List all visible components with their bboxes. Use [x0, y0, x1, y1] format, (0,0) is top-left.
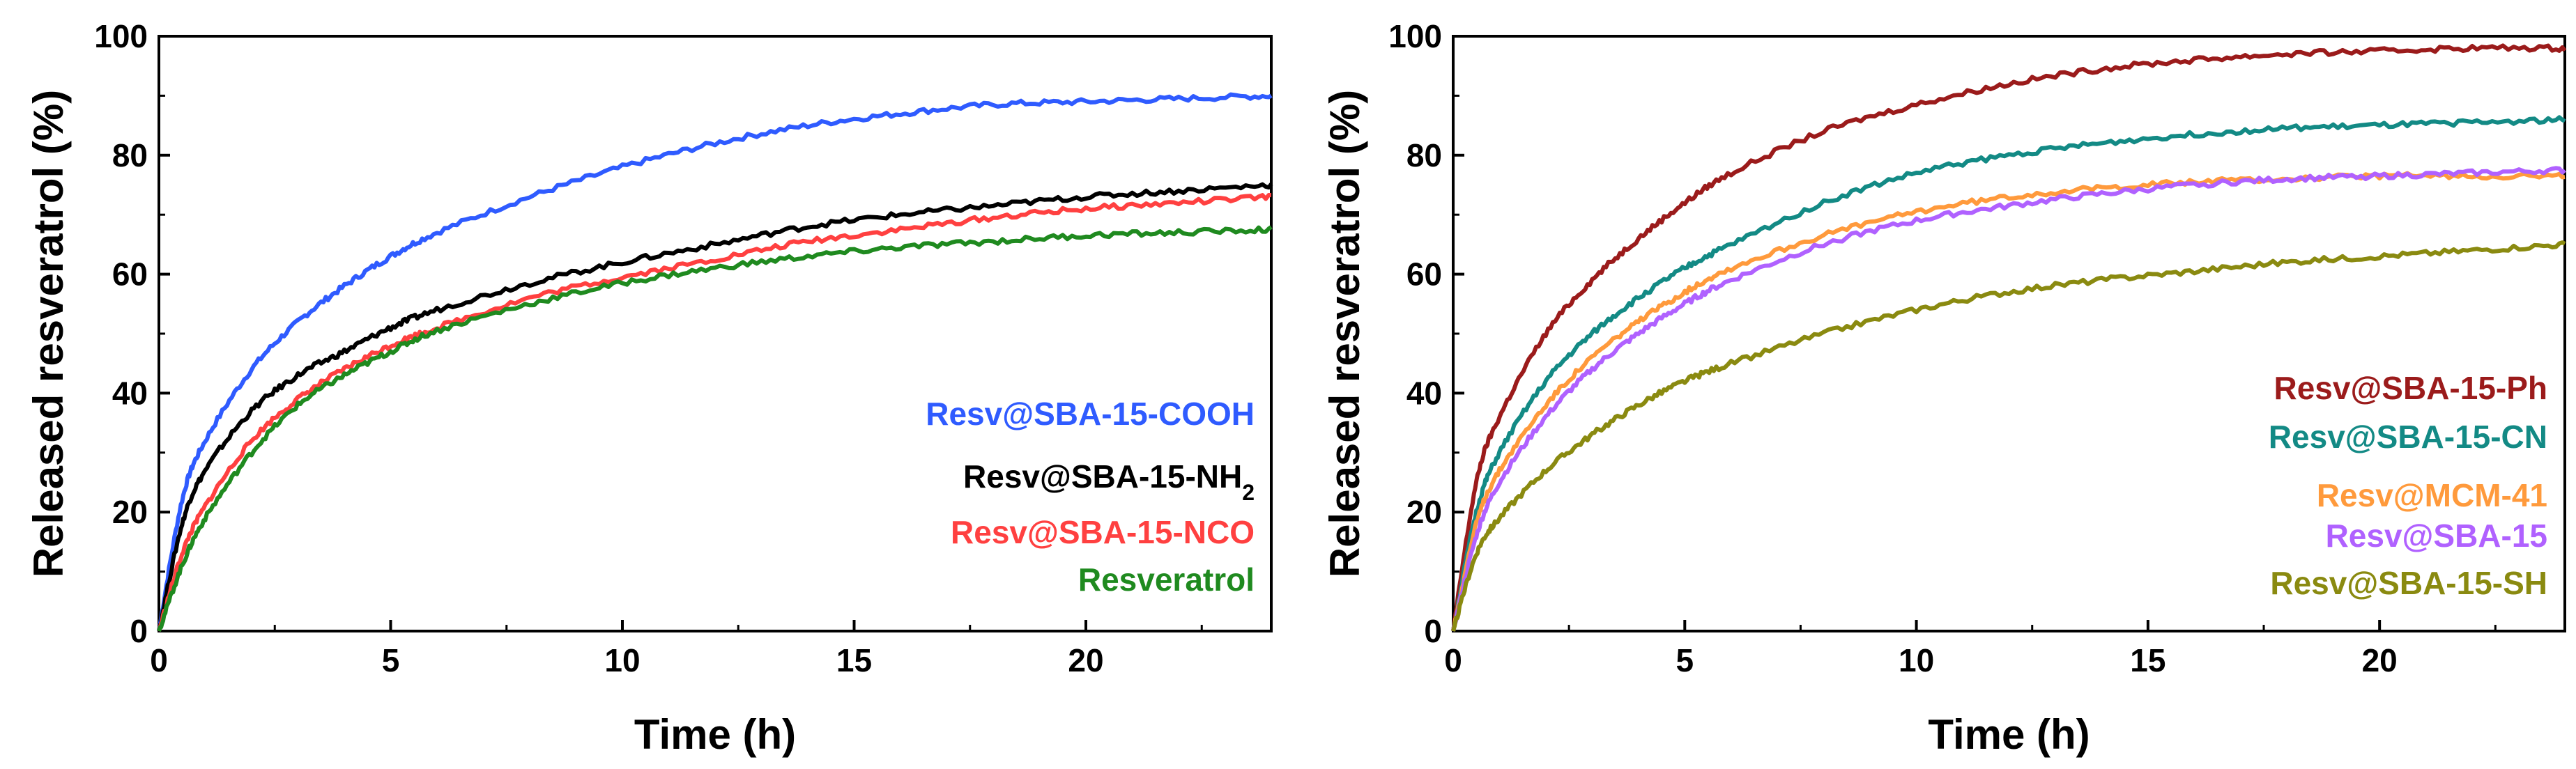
x-tick-label: 0 [1444, 642, 1462, 678]
series-line-resv-sba-15-nh2 [157, 182, 1273, 632]
y-tick-label: 0 [1424, 613, 1442, 649]
legend-entry-resv-mcm-41: Resv@MCM-41 [2317, 477, 2547, 513]
series-line-resv-sba-15-sh [1451, 240, 2566, 632]
x-tick-label: 0 [150, 642, 168, 678]
x-tick-label: 10 [604, 642, 640, 678]
series-line-resv-sba-15-cn [1451, 115, 2566, 632]
legend-entry-resv-sba-15-nco: Resv@SBA-15-NCO [951, 514, 1255, 550]
y-tick-label: 100 [94, 18, 148, 54]
x-tick-label: 20 [1068, 642, 1103, 678]
legend-entry-resv-sba-15-nh2: Resv@SBA-15-NH2 [963, 458, 1255, 505]
series-line-resv-sba-15 [1451, 166, 2566, 632]
x-axis-title: Time (h) [634, 711, 796, 758]
series-line-resveratrol [157, 225, 1273, 632]
x-tick-label: 15 [2130, 642, 2165, 678]
legend-entry-resv-sba-15: Resv@SBA-15 [2326, 518, 2547, 554]
legend-entry-resv-sba-15-ph: Resv@SBA-15-Ph [2274, 370, 2547, 406]
x-axis-title: Time (h) [1928, 711, 2090, 758]
x-tick-label: 5 [382, 642, 400, 678]
x-tick-label: 5 [1676, 642, 1694, 678]
legend-entry-resv-sba-15-cooh: Resv@SBA-15-COOH [926, 396, 1255, 432]
y-tick-label: 100 [1388, 18, 1442, 54]
y-tick-label: 60 [112, 256, 148, 293]
y-axis-title: Released resveratrol (%) [1321, 90, 1368, 577]
series-line-resv-sba-15-nco [157, 193, 1272, 632]
x-tick-label: 20 [2362, 642, 2398, 678]
y-tick-label: 0 [130, 613, 148, 649]
y-tick-label: 80 [1406, 137, 1442, 173]
legend-entry-resveratrol: Resveratrol [1078, 561, 1255, 598]
series-line-resv-sba-15-cooh [157, 92, 1273, 632]
y-tick-label: 60 [1406, 256, 1442, 293]
x-tick-label: 15 [836, 642, 872, 678]
y-tick-label: 40 [1406, 375, 1442, 411]
legend-entry-resv-sba-15-cn: Resv@SBA-15-CN [2269, 419, 2547, 455]
legend-subscript: 2 [1242, 480, 1255, 505]
y-tick-label: 40 [112, 375, 148, 411]
x-tick-label: 10 [1899, 642, 1934, 678]
y-axis-title: Released resveratrol (%) [25, 90, 72, 577]
legend-entry-resv-sba-15-sh: Resv@SBA-15-SH [2270, 565, 2547, 601]
y-tick-label: 80 [112, 137, 148, 173]
series-line-resv-sba-15-ph [1451, 43, 2567, 632]
y-tick-label: 20 [1406, 494, 1442, 530]
y-tick-label: 20 [112, 494, 148, 530]
chart-panel-2: 0 5 10 15 20 0 20 40 60 80 100 Time (h) Released res… [1321, 18, 2567, 758]
chart-panel-1: 0 5 10 15 20 0 20 40 60 80 100 Time (h) Released res… [25, 18, 1273, 758]
